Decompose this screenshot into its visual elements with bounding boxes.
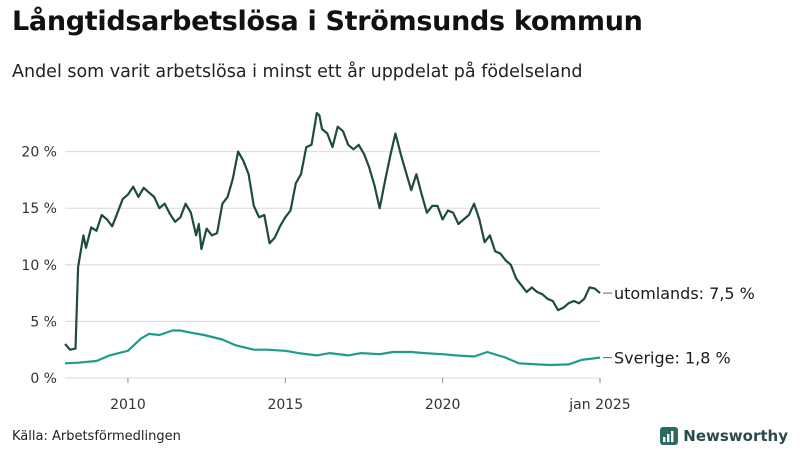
series-line-sverige	[64, 329, 601, 367]
x-tick-label: jan 2025	[568, 397, 630, 413]
source-note: Källa: Arbetsförmedlingen	[12, 429, 181, 444]
end-label-utomlands: utomlands: 7,5 %	[614, 284, 755, 303]
y-tick-label: 10 %	[21, 258, 57, 274]
end-label-sverige: Sverige: 1,8 %	[614, 349, 731, 368]
y-tick-label: 20 %	[21, 145, 57, 161]
chart-title: Långtidsarbetslösa i Strömsunds kommun	[12, 6, 643, 37]
brand: Newsworthy	[660, 427, 788, 445]
series-line-utomlands	[64, 112, 601, 351]
brand-name: Newsworthy	[683, 427, 788, 445]
y-tick-label: 0 %	[30, 371, 57, 387]
series-group	[64, 112, 601, 367]
x-axis-ticks: 2010 2015 2020 jan 2025	[110, 378, 631, 413]
y-tick-label: 5 %	[30, 314, 57, 330]
y-axis-ticks: 0 % 5 % 10 % 15 % 20 %	[21, 145, 57, 387]
newsworthy-logo-icon	[660, 427, 679, 445]
y-tick-label: 15 %	[21, 201, 57, 217]
chart-subtitle: Andel som varit arbetslösa i minst ett å…	[12, 62, 583, 82]
x-tick-label: 2020	[425, 397, 461, 413]
x-tick-label: 2010	[110, 397, 146, 413]
grid-lines	[65, 151, 600, 379]
x-tick-label: 2015	[267, 397, 303, 413]
end-labels: utomlands: 7,5 % Sverige: 1,8 %	[603, 284, 755, 368]
